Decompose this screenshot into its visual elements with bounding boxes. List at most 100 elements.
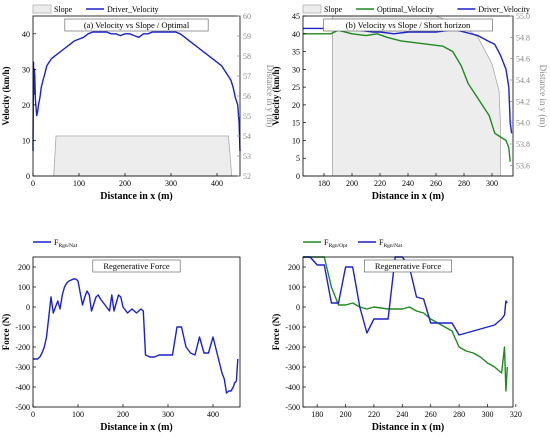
y2-axis-label: Distance in y (m) (538, 65, 548, 128)
chart-title: Regenerative Force (375, 261, 442, 271)
x-axis-label: Distance in x (m) (100, 422, 173, 433)
x-tick-label: 300 (162, 410, 174, 419)
y-tick-label: -500 (15, 403, 30, 412)
y-tick-label: -300 (285, 363, 300, 372)
y2-tick-label: 58 (243, 52, 251, 61)
y-tick-label: 10 (292, 136, 300, 145)
legend-label: FRgn/Nat (54, 238, 78, 249)
y-tick-label: -200 (285, 343, 300, 352)
title-box (363, 259, 452, 273)
y2-tick-label: 54.4 (516, 76, 530, 85)
legend-label: Slope (324, 5, 343, 14)
y-tick-label: 100 (288, 283, 300, 292)
y-tick-label: 10 (22, 136, 30, 145)
y-axis-label: Force (N) (271, 314, 281, 351)
y-tick-label: -400 (15, 383, 30, 392)
chart-panel-1: 0 100 200 300 400 0 10 20 30 40 52 53 54 55 56 57 58 59 60… (1, 4, 275, 202)
legend-label: FRgn/Nat (379, 238, 403, 249)
y-axis-label: Force (N) (1, 314, 11, 351)
y-tick-label: 5 (296, 154, 300, 163)
x-tick-label: 260 (425, 410, 437, 419)
y2-tick-label: 55.0 (516, 12, 530, 21)
y-tick-label: -100 (285, 323, 300, 332)
y-tick-label: -500 (285, 403, 300, 412)
legend-label: Optimal_Velocity (377, 5, 434, 14)
legend-swatch-slope (32, 4, 52, 14)
y2-tick-label: 59 (243, 32, 251, 41)
title-box (64, 18, 209, 32)
x-tick-label: 220 (368, 410, 380, 419)
y2-tick-label: 60 (243, 12, 251, 21)
x-tick-label: 320 (510, 410, 522, 419)
y-tick-label: 30 (22, 65, 30, 74)
legend-label: Driver_Velocity (107, 5, 159, 14)
y-tick-label: -100 (15, 323, 30, 332)
chart-panel-2: 180 200 220 240 260 280 300 0 5 10 15 20 25 30 35 40 45 5… (271, 4, 548, 202)
y2-tick-label: 53 (243, 152, 251, 161)
y-tick-label: 0 (26, 303, 30, 312)
y-tick-label: 200 (18, 263, 30, 272)
x-tick-label: 400 (207, 410, 219, 419)
x-tick-label: 200 (117, 410, 129, 419)
y-tick-label: 35 (292, 48, 300, 57)
y2-tick-label: 55 (243, 112, 251, 121)
chart-title: Regenerative Force (103, 261, 170, 271)
x-tick-label: 260 (430, 179, 442, 188)
series-line-1 (303, 29, 511, 162)
y-axis-label: Velocity (km/h) (1, 67, 11, 126)
chart-panel-4: 180 200 220 240 260 280 300 320 -500 -400 -300 -200… (271, 238, 522, 433)
chart-panel-3: 0 100 200 300 400 -500 -400 -300 -200 -100 0 100 200… (1, 238, 241, 433)
y2-tick-label: 57 (243, 72, 251, 81)
x-tick-label: 200 (340, 410, 352, 419)
x-axis-label: Distance in x (m) (100, 191, 173, 202)
x-tick-label: 280 (458, 179, 470, 188)
y-tick-label: 40 (292, 30, 300, 39)
y-tick-label: -200 (15, 343, 30, 352)
legend-label: Driver_Velocity (478, 5, 530, 14)
y-tick-label: 45 (292, 12, 300, 21)
y2-tick-label: 54.2 (516, 97, 530, 106)
series-line-1 (32, 31, 241, 152)
y2-tick-label: 53.6 (516, 161, 530, 170)
y2-tick-label: 56 (243, 92, 251, 101)
x-tick-label: 200 (346, 179, 358, 188)
y-tick-label: 20 (22, 101, 30, 110)
x-tick-label: 300 (481, 410, 493, 419)
y2-axis-label: Distance in y (m) (265, 65, 275, 128)
legend: Slope Optimal_Velocity Driver_Velocity (302, 4, 530, 14)
legend-swatch-slope (302, 4, 322, 14)
chart-title: (b) Velocity vs Slope / Short horizon (346, 20, 471, 30)
y-tick-label: -400 (285, 383, 300, 392)
x-tick-label: 0 (31, 179, 35, 188)
y2-tick-label: 53.8 (516, 140, 530, 149)
x-tick-label: 300 (165, 179, 177, 188)
x-tick-label: 220 (374, 179, 386, 188)
plot-frame (32, 256, 241, 408)
y-tick-label: 40 (22, 30, 30, 39)
y-axis-label: Velocity (km/h) (271, 67, 281, 126)
legend: FRgn/Nat (33, 238, 78, 249)
plot-frame (302, 256, 514, 408)
y-tick-label: 20 (292, 101, 300, 110)
legend: FRgn/Opt FRgn/Nat (303, 238, 403, 249)
y-tick-label: 200 (288, 263, 300, 272)
y2-tick-label: 52 (243, 172, 251, 181)
x-axis-label: Distance in x (m) (372, 191, 445, 202)
chart-title: (a) Velocity vs Slope / Optimal (84, 20, 190, 30)
x-axis-label: Distance in x (m) (372, 422, 445, 433)
x-tick-label: 180 (318, 179, 330, 188)
x-tick-label: 240 (396, 410, 408, 419)
x-tick-label: 100 (73, 179, 85, 188)
series-line-2 (303, 256, 508, 336)
y-tick-label: 30 (292, 65, 300, 74)
x-tick-label: 240 (402, 179, 414, 188)
x-tick-label: 200 (119, 179, 131, 188)
y2-tick-label: 54.6 (516, 55, 530, 64)
y-tick-label: 0 (296, 303, 300, 312)
x-tick-label: 100 (72, 410, 84, 419)
y-tick-label: 100 (18, 283, 30, 292)
y2-tick-label: 54 (243, 132, 251, 141)
title-box (323, 18, 493, 32)
x-tick-label: 280 (453, 410, 465, 419)
